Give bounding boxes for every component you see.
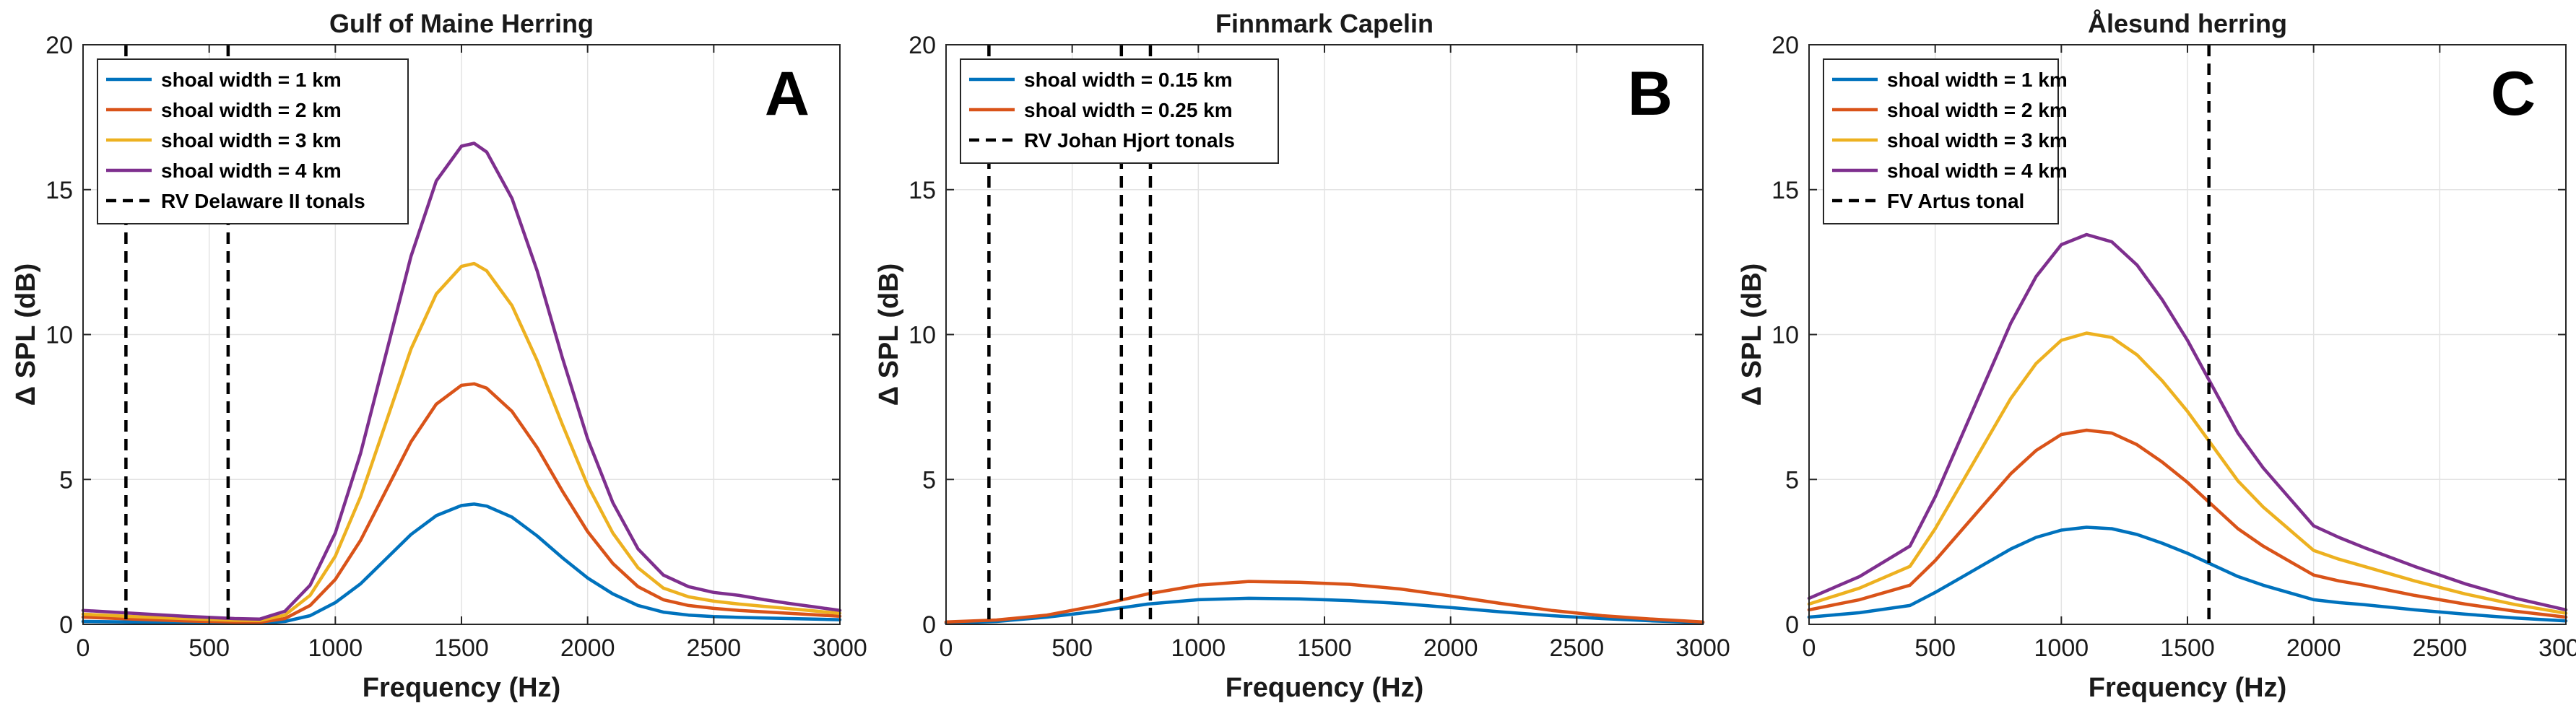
x-tick-label: 2500 [2413,634,2468,662]
legend-entry-label: shoal width = 0.25 km [1024,99,1233,121]
legend: shoal width = 0.15 km shoal width = 0.25 … [960,58,1279,164]
y-tick-label: 15 [1771,177,1799,204]
x-tick-label: 3000 [1675,634,1730,662]
y-tick-label: 20 [908,32,936,59]
x-tick-label: 1000 [1171,634,1226,662]
y-axis-label: Δ SPL (dB) [1737,263,1767,406]
chart-panel-c: 0 500 1000 1500 2000 2500 3000 0 5 10 15 20 Ålesund … [1737,9,2576,703]
x-tick-label: 3000 [812,634,867,662]
y-tick-label: 15 [908,177,936,204]
x-tick-label: 1500 [2160,634,2215,662]
legend: shoal width = 1 km shoal width = 2 km shoa… [1823,58,2068,224]
chart-title: Finnmark Capelin [1215,9,1434,38]
chart-panel-b: 0 500 1000 1500 2000 2500 3000 0 5 10 15 20 Finnmark… [874,9,1730,703]
y-tick-label: 10 [1771,322,1799,349]
legend-box [960,58,1279,164]
x-tick-label: 500 [188,634,230,662]
series-line-1 [81,502,842,625]
y-tick-label: 10 [908,322,936,349]
legend-entry-label: RV Johan Hjort tonals [1024,129,1235,152]
legend-entry-label: FV Artus tonal [1887,190,2024,212]
x-tick-label: 1500 [1297,634,1352,662]
y-tick-label: 0 [1785,611,1799,639]
x-tick-label: 1000 [308,634,363,662]
series-line-4 [1807,232,2568,612]
x-tick-label: 2500 [687,634,742,662]
x-tick-label: 500 [1051,634,1093,662]
series-line-2 [944,580,1705,624]
x-tick-label: 500 [1914,634,1956,662]
series-line-3 [1807,331,2568,615]
x-axis-label: Frequency (Hz) [2089,673,2286,703]
legend-entry-label: shoal width = 1 km [1887,69,2068,91]
legend-entry-label: shoal width = 3 km [1887,129,2068,152]
x-axis-label: Frequency (Hz) [1226,673,1423,703]
legend-entry-label: shoal width = 2 km [1887,99,2068,121]
chart-title: Gulf of Maine Herring [329,9,594,38]
y-tick-label: 0 [922,611,936,639]
series-line-1 [1807,525,2568,623]
x-axis-label: Frequency (Hz) [363,673,560,703]
panel-letter: B [1628,59,1673,128]
legend-entry-label: shoal width = 4 km [161,160,342,182]
x-tick-label: 2500 [1550,634,1605,662]
chart-panel-a: 0 500 1000 1500 2000 2500 3000 0 5 10 15 20 Gulf of … [11,9,867,703]
y-tick-label: 5 [922,466,936,494]
x-tick-label: 2000 [2286,634,2341,662]
y-tick-label: 15 [45,177,73,204]
x-tick-label: 1500 [434,634,489,662]
x-tick-label: 0 [940,634,953,662]
legend-entry-label: shoal width = 3 km [161,129,342,152]
series-line-2 [1807,428,2568,619]
x-tick-label: 2000 [560,634,615,662]
x-tick-label: 0 [77,634,90,662]
legend-entry-label: shoal width = 4 km [1887,160,2068,182]
x-tick-label: 2000 [1423,634,1478,662]
y-tick-label: 20 [45,32,73,59]
panel-letter: C [2491,59,2536,128]
legend-entry-label: shoal width = 2 km [161,99,342,121]
x-tick-label: 3000 [2538,634,2576,662]
y-tick-label: 20 [1771,32,1799,59]
y-tick-label: 5 [59,466,73,494]
y-tick-label: 0 [59,611,73,639]
legend-entry-label: shoal width = 1 km [161,69,342,91]
legend: shoal width = 1 km shoal width = 2 km shoa… [97,58,409,224]
series-line-2 [81,382,842,624]
x-tick-label: 0 [1803,634,1816,662]
x-tick-label: 1000 [2034,634,2089,662]
series-line-3 [81,261,842,623]
legend-entry-label: shoal width = 0.15 km [1024,69,1233,91]
y-tick-label: 10 [45,322,73,349]
y-axis-label: Δ SPL (dB) [874,263,904,406]
legend-entry-label: RV Delaware II tonals [161,190,365,212]
panel-letter: A [765,59,810,128]
chart-title: Ålesund herring [2088,9,2287,38]
series-line-4 [81,141,842,621]
y-axis-label: Δ SPL (dB) [11,263,41,406]
y-tick-label: 5 [1785,466,1799,494]
